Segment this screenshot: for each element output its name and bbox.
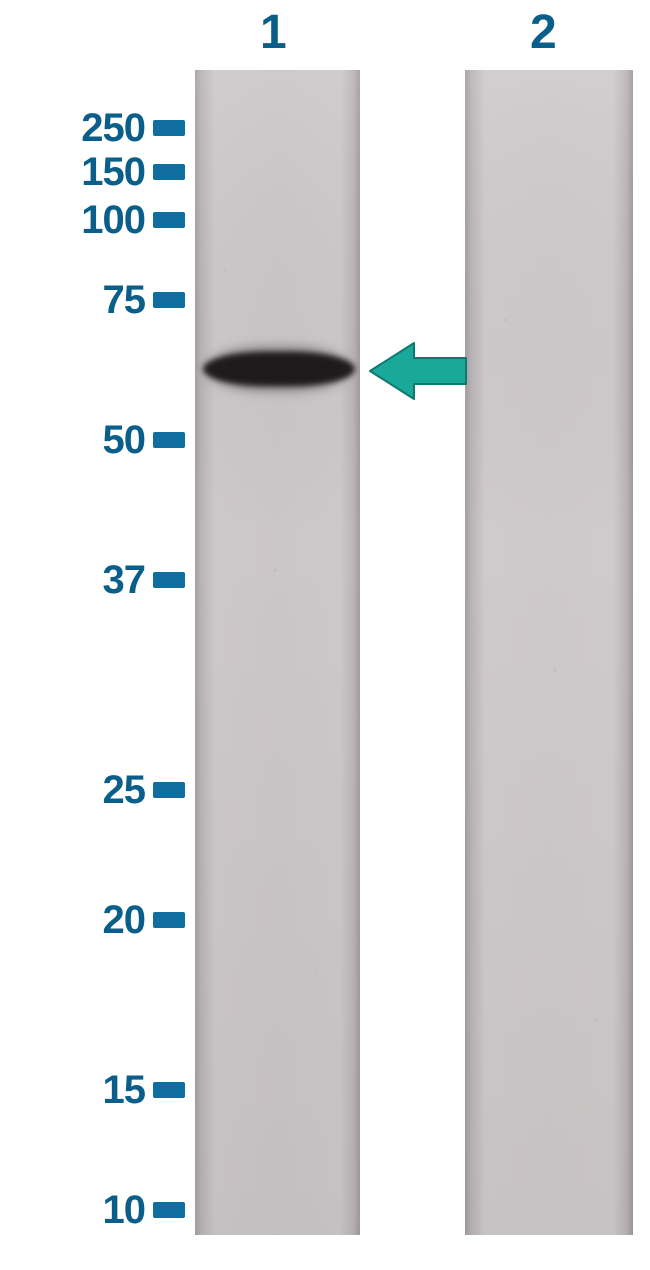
mw-tick-icon (153, 292, 185, 308)
mw-marker-50: 50 (0, 420, 185, 460)
lane-2-strip (465, 70, 633, 1235)
protein-band (203, 352, 355, 386)
mw-label: 150 (81, 150, 145, 195)
mw-label: 15 (103, 1068, 146, 1113)
mw-label: 100 (81, 198, 145, 243)
mw-tick-icon (153, 572, 185, 588)
western-blot-figure: 1 2 250 150 100 75 50 37 25 20 15 10 (0, 0, 650, 1270)
mw-marker-15: 15 (0, 1070, 185, 1110)
mw-tick-icon (153, 164, 185, 180)
mw-label: 37 (103, 558, 146, 603)
mw-marker-150: 150 (0, 152, 185, 192)
mw-tick-icon (153, 912, 185, 928)
mw-tick-icon (153, 212, 185, 228)
lane-2-label: 2 (530, 5, 557, 60)
mw-tick-icon (153, 782, 185, 798)
mw-marker-100: 100 (0, 200, 185, 240)
mw-tick-icon (153, 120, 185, 136)
mw-marker-10: 10 (0, 1190, 185, 1230)
mw-tick-icon (153, 1082, 185, 1098)
band-arrow-icon (368, 338, 468, 404)
mw-label: 75 (103, 278, 146, 323)
lane-1-label: 1 (260, 5, 287, 60)
lane-1-strip (195, 70, 360, 1235)
mw-label: 10 (103, 1188, 146, 1233)
mw-marker-250: 250 (0, 108, 185, 148)
mw-label: 20 (103, 898, 146, 943)
mw-marker-75: 75 (0, 280, 185, 320)
mw-tick-icon (153, 432, 185, 448)
mw-tick-icon (153, 1202, 185, 1218)
mw-marker-20: 20 (0, 900, 185, 940)
mw-label: 50 (103, 418, 146, 463)
mw-label: 250 (81, 106, 145, 151)
mw-marker-37: 37 (0, 560, 185, 600)
mw-marker-25: 25 (0, 770, 185, 810)
mw-label: 25 (103, 768, 146, 813)
